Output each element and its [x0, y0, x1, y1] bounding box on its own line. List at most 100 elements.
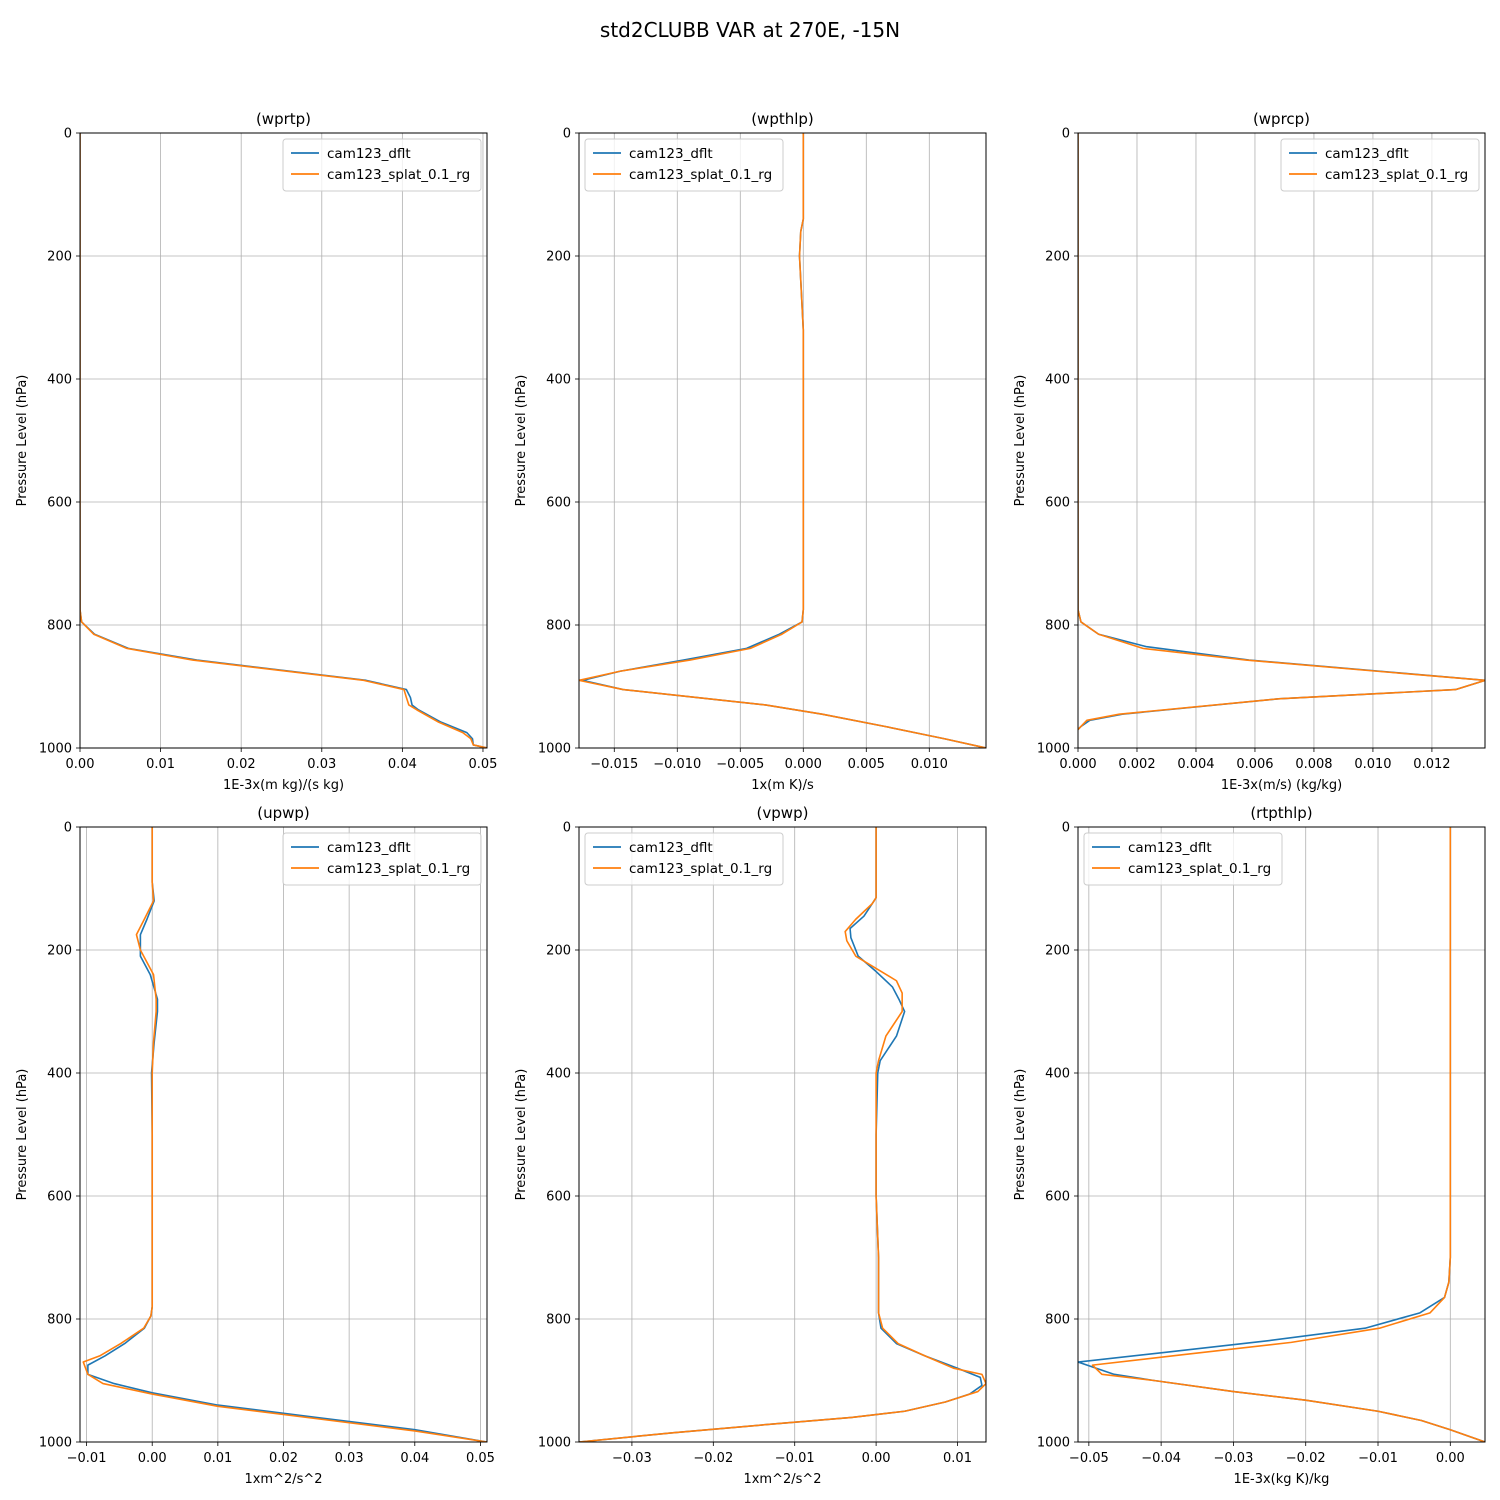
- y-tick-label: 200: [546, 944, 571, 959]
- series-line-cam123_splat_0.1_rg: [1078, 133, 1485, 731]
- y-tick-label: 600: [546, 496, 571, 511]
- x-tick-label: 0.05: [466, 1451, 495, 1466]
- legend-label: cam123_dflt: [629, 840, 713, 856]
- legend: cam123_dflt cam123_splat_0.1_rg: [282, 832, 482, 886]
- y-tick-label: 600: [1045, 1190, 1070, 1205]
- y-tick-label: 1000: [538, 742, 571, 757]
- subplot-wpthlp: −0.015 −0.010 −0.005 0.000 0.005 0.010 0 200 400…: [514, 110, 987, 793]
- x-axis-label: 1E-3x(m/s) (kg/kg): [1221, 778, 1342, 793]
- y-tick-label: 800: [546, 619, 571, 634]
- legend-label: cam123_splat_0.1_rg: [327, 861, 470, 877]
- series-line-cam123_dflt: [579, 827, 983, 1442]
- y-tick-label: 200: [47, 250, 72, 265]
- y-tick-label: 0: [64, 821, 72, 836]
- x-tick-label: 0.010: [911, 757, 948, 772]
- x-tick-label: 0.02: [269, 1451, 298, 1466]
- legend-box: [282, 138, 482, 192]
- y-tick-label: 0: [563, 127, 571, 142]
- x-axis-label: 1xm^2/s^2: [244, 1472, 322, 1487]
- x-tick-label: 0.010: [1354, 757, 1391, 772]
- y-axis-label: Pressure Level (hPa): [15, 1069, 30, 1201]
- x-tick-label: 0.008: [1295, 757, 1332, 772]
- legend: cam123_dflt cam123_splat_0.1_rg: [1083, 832, 1283, 886]
- axes-frame: [79, 132, 488, 749]
- x-tick-label: 0.006: [1236, 757, 1273, 772]
- x-tick-label: 0.03: [307, 757, 336, 772]
- y-axis-label: Pressure Level (hPa): [15, 375, 30, 507]
- series-line-cam123_splat_0.1_rg: [80, 133, 487, 748]
- x-tick-label: 0.00: [1436, 1451, 1465, 1466]
- legend-label: cam123_dflt: [327, 146, 411, 162]
- series-line-cam123_splat_0.1_rg: [82, 827, 487, 1442]
- legend-label: cam123_dflt: [1325, 146, 1409, 162]
- series-line-cam123_splat_0.1_rg: [1091, 827, 1485, 1442]
- x-axis-label: 1E-3x(kg K)/kg: [1234, 1472, 1330, 1487]
- y-tick-label: 400: [546, 1067, 571, 1082]
- x-axis-label: 1xm^2/s^2: [743, 1472, 821, 1487]
- subplot-title: (wpthlp): [751, 110, 814, 128]
- x-tick-label: 0.00: [862, 1451, 891, 1466]
- legend-label: cam123_splat_0.1_rg: [1325, 167, 1468, 183]
- x-tick-label: 0.01: [146, 757, 175, 772]
- legend-label: cam123_splat_0.1_rg: [629, 861, 772, 877]
- series-line-cam123_splat_0.1_rg: [579, 133, 986, 748]
- x-axis-label: 1E-3x(m kg)/(s kg): [223, 778, 344, 793]
- x-tick-label: 0.01: [203, 1451, 232, 1466]
- series-line-cam123_dflt: [80, 133, 487, 748]
- x-tick-label: −0.03: [1214, 1451, 1254, 1466]
- x-tick-label: 0.03: [335, 1451, 364, 1466]
- x-tick-label: 0.005: [848, 757, 885, 772]
- series-line-cam123_dflt: [1078, 827, 1485, 1442]
- legend-box: [282, 832, 482, 886]
- x-tick-label: 0.000: [785, 757, 822, 772]
- legend-label: cam123_dflt: [1128, 840, 1212, 856]
- axes-frame: [1077, 826, 1486, 1443]
- subplot-upwp: −0.01 0.00 0.01 0.02 0.03 0.04 0.05 0 200 400 600 8…: [15, 804, 495, 1487]
- x-tick-label: −0.04: [1141, 1451, 1181, 1466]
- legend: cam123_dflt cam123_splat_0.1_rg: [584, 138, 784, 192]
- legend: cam123_dflt cam123_splat_0.1_rg: [282, 138, 482, 192]
- y-axis-label: Pressure Level (hPa): [1013, 1069, 1028, 1201]
- x-tick-label: −0.03: [612, 1451, 652, 1466]
- legend-label: cam123_dflt: [629, 146, 713, 162]
- y-tick-label: 800: [1045, 1313, 1070, 1328]
- y-tick-label: 400: [1045, 1067, 1070, 1082]
- x-tick-label: 0.02: [227, 757, 256, 772]
- y-tick-label: 1000: [39, 742, 72, 757]
- x-tick-label: 0.000: [1059, 757, 1096, 772]
- series-line-cam123_dflt: [581, 133, 986, 748]
- axes-frame: [578, 132, 987, 749]
- subplot-wprtp: 0.00 0.01 0.02 0.03 0.04 0.05 0 200 400 600 800 100…: [15, 110, 497, 793]
- y-tick-label: 0: [563, 821, 571, 836]
- subplot-title: (wprcp): [1253, 110, 1310, 128]
- y-tick-label: 800: [546, 1313, 571, 1328]
- figure-title: std2CLUBB VAR at 270E, -15N: [600, 18, 900, 42]
- legend-box: [584, 138, 784, 192]
- subplot-title: (vpwp): [757, 804, 809, 822]
- subplot-wprcp: 0.000 0.002 0.004 0.006 0.008 0.010 0.012 0 200 4…: [1013, 110, 1486, 793]
- y-tick-label: 200: [47, 944, 72, 959]
- x-tick-label: 0.04: [388, 757, 417, 772]
- y-tick-label: 600: [47, 1190, 72, 1205]
- x-tick-label: −0.05: [1069, 1451, 1109, 1466]
- y-tick-label: 200: [1045, 944, 1070, 959]
- legend: cam123_dflt cam123_splat_0.1_rg: [1280, 138, 1480, 192]
- x-tick-label: −0.005: [716, 757, 764, 772]
- x-tick-label: −0.02: [1286, 1451, 1326, 1466]
- legend-label: cam123_splat_0.1_rg: [327, 167, 470, 183]
- x-axis-label: 1x(m K)/s: [751, 778, 814, 793]
- y-tick-label: 400: [1045, 373, 1070, 388]
- y-tick-label: 1000: [1037, 1436, 1070, 1451]
- subplot-title: (upwp): [257, 804, 310, 822]
- subplot-vpwp: −0.03 −0.02 −0.01 0.00 0.01 0 200 400 600 800 1000…: [514, 804, 987, 1487]
- subplot-rtpthlp: −0.05 −0.04 −0.03 −0.02 −0.01 0.00 0 200 400 600 8…: [1013, 804, 1486, 1487]
- y-axis-label: Pressure Level (hPa): [514, 1069, 529, 1201]
- y-tick-label: 400: [546, 373, 571, 388]
- x-tick-label: −0.01: [775, 1451, 815, 1466]
- y-tick-label: 400: [47, 1067, 72, 1082]
- y-tick-label: 1000: [39, 1436, 72, 1451]
- y-tick-label: 800: [1045, 619, 1070, 634]
- x-tick-label: −0.01: [1358, 1451, 1398, 1466]
- y-tick-label: 400: [47, 373, 72, 388]
